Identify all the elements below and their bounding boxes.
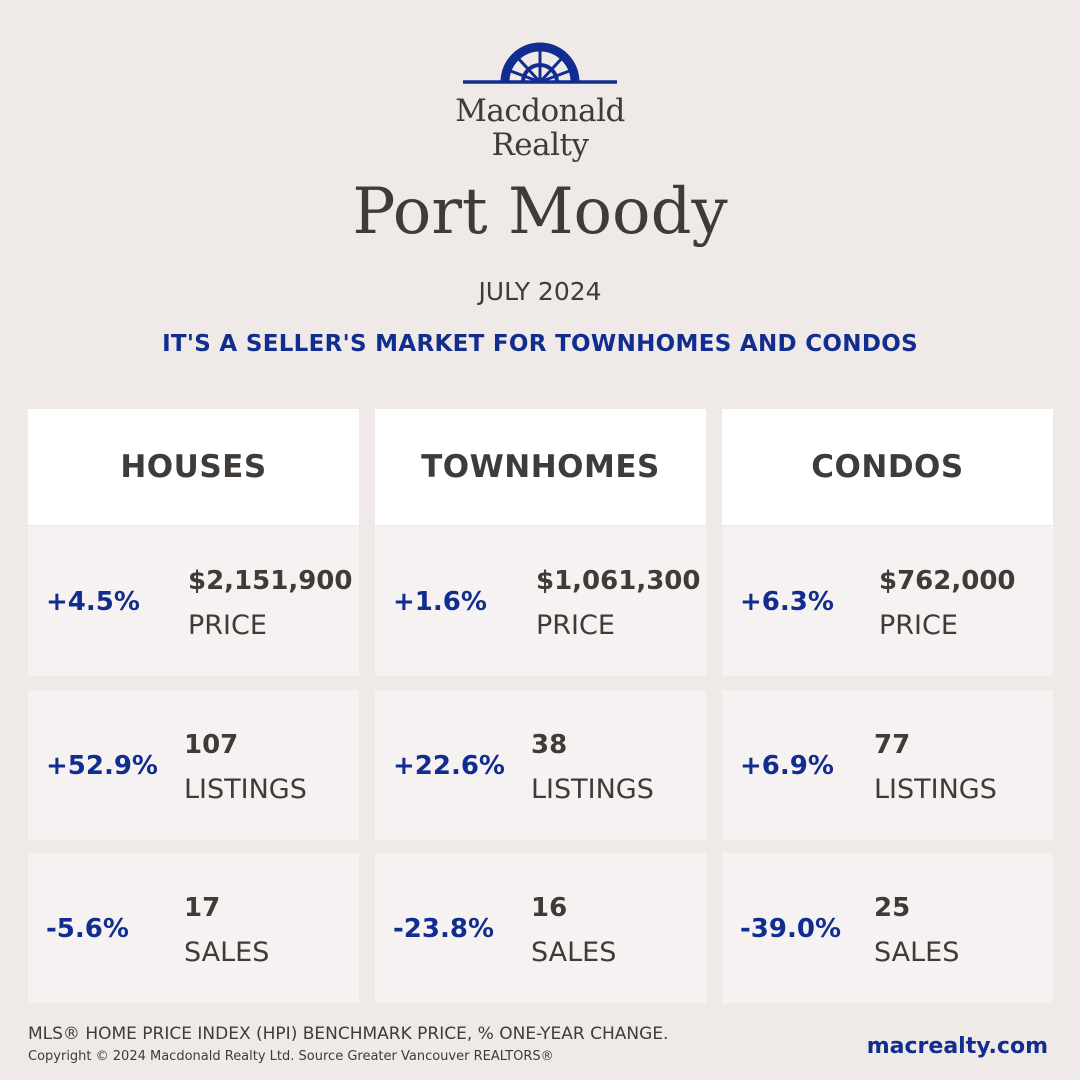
logo-name-line1: Macdonald [455, 93, 625, 129]
listings-change: +22.6% [393, 751, 505, 781]
price-label: PRICE [188, 610, 267, 641]
sales-label: SALES [184, 937, 270, 968]
sales-card: -23.8% 16 SALES [375, 853, 706, 1003]
price-card: +4.5% $2,151,900 PRICE [28, 526, 359, 676]
condos-column: CONDOS +6.3% $762,000 PRICE +6.9% 77 LIS… [722, 409, 1053, 1003]
listings-label: LISTINGS [184, 774, 307, 805]
sunburst-logo-icon [463, 42, 617, 84]
sales-value: 16 [531, 893, 568, 923]
column-title: HOUSES [28, 409, 359, 525]
price-label: PRICE [879, 610, 958, 641]
listings-label: LISTINGS [531, 774, 654, 805]
price-value: $1,061,300 [536, 566, 701, 596]
houses-column: HOUSES +4.5% $2,151,900 PRICE +52.9% 107… [28, 409, 359, 1003]
price-card: +1.6% $1,061,300 PRICE [375, 526, 706, 676]
footnote: MLS® HOME PRICE INDEX (HPI) BENCHMARK PR… [28, 1024, 669, 1044]
macdonald-realty-logo: Macdonald Realty [455, 40, 625, 165]
price-change: +1.6% [393, 587, 487, 617]
sales-label: SALES [531, 937, 617, 968]
website-link[interactable]: macrealty.com [866, 1034, 1048, 1059]
price-card: +6.3% $762,000 PRICE [722, 526, 1053, 676]
report-month: JULY 2024 [478, 277, 602, 306]
price-label: PRICE [536, 610, 615, 641]
listings-value: 38 [531, 730, 568, 760]
sales-card: -39.0% 25 SALES [722, 853, 1053, 1003]
sales-value: 25 [874, 893, 911, 923]
listings-value: 107 [184, 730, 239, 760]
listings-card: +6.9% 77 LISTINGS [722, 690, 1053, 840]
price-value: $762,000 [879, 566, 1016, 596]
sales-change: -23.8% [393, 914, 494, 944]
listings-label: LISTINGS [874, 774, 997, 805]
page-title: Port Moody [352, 175, 728, 249]
column-title: CONDOS [722, 409, 1053, 525]
price-value: $2,151,900 [188, 566, 353, 596]
copyright-text: Copyright © 2024 Macdonald Realty Ltd. S… [28, 1049, 554, 1064]
listings-change: +52.9% [46, 751, 158, 781]
sales-card: -5.6% 17 SALES [28, 853, 359, 1003]
listings-card: +52.9% 107 LISTINGS [28, 690, 359, 840]
price-change: +4.5% [46, 587, 140, 617]
sales-label: SALES [874, 937, 960, 968]
sales-change: -39.0% [740, 914, 841, 944]
listings-value: 77 [874, 730, 911, 760]
listings-change: +6.9% [740, 751, 834, 781]
sales-change: -5.6% [46, 914, 129, 944]
townhomes-column: TOWNHOMES +1.6% $1,061,300 PRICE +22.6% … [375, 409, 706, 1003]
column-title: TOWNHOMES [375, 409, 706, 525]
logo-name-line2: Realty [491, 127, 589, 163]
market-headline: IT'S A SELLER'S MARKET FOR TOWNHOMES AND… [162, 331, 918, 357]
price-change: +6.3% [740, 587, 834, 617]
listings-card: +22.6% 38 LISTINGS [375, 690, 706, 840]
sales-value: 17 [184, 893, 221, 923]
